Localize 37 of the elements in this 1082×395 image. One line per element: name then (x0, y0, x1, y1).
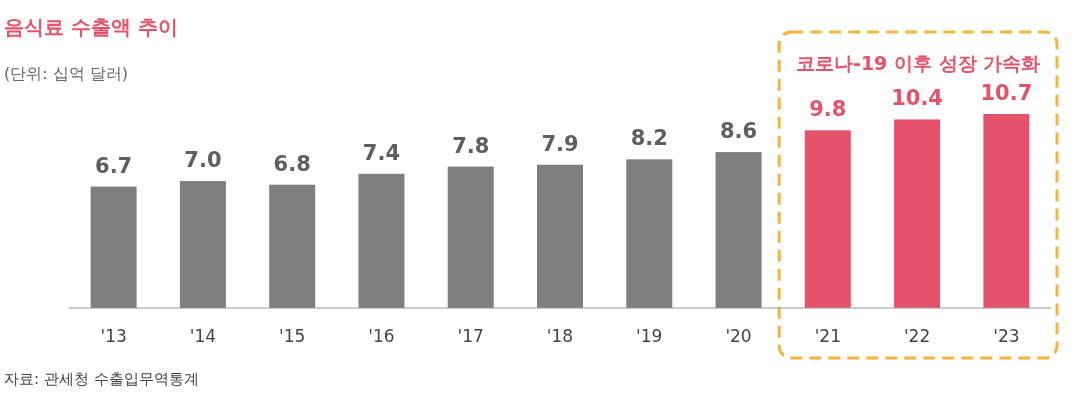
bar (804, 130, 851, 308)
data-label: 7.8 (452, 133, 490, 158)
data-label: 10.4 (891, 86, 943, 111)
bar (983, 114, 1030, 308)
chart-title: 음식료 수출액 추이 (4, 15, 178, 39)
data-label: 6.7 (95, 153, 133, 178)
text: 자료: 관세청 수출입무역통계 (4, 370, 199, 388)
x-tick-label: '19 (636, 326, 663, 346)
bar (269, 184, 316, 308)
x-tick-label: '23 (993, 326, 1020, 346)
bar (358, 173, 405, 308)
bar (894, 119, 941, 308)
bar (179, 181, 226, 308)
data-label: 8.2 (630, 126, 668, 151)
data-label: 8.6 (719, 119, 758, 144)
chart-subtitle: (단위: 십억 달러) (4, 64, 129, 83)
x-tick-label: '22 (903, 326, 931, 346)
x-tick-label: '14 (189, 326, 217, 346)
bar (447, 166, 494, 308)
bar (626, 159, 673, 308)
x-tick-label: '17 (457, 326, 484, 346)
x-tick-label: '13 (100, 326, 127, 346)
x-tick-label: '16 (368, 326, 395, 346)
data-label: 7.9 (541, 131, 579, 156)
bar (537, 164, 583, 308)
x-tick-label: '18 (546, 326, 574, 346)
text: 코로나-19 이후 성장 가속화 (796, 52, 1041, 74)
x-tick-label: '21 (814, 326, 841, 346)
data-label: 6.8 (273, 151, 311, 176)
bar (90, 186, 137, 308)
data-label: 7.0 (184, 148, 222, 173)
bar (715, 152, 762, 308)
data-label: 7.4 (362, 140, 401, 165)
data-label: 10.7 (980, 81, 1033, 105)
x-tick-label: '15 (279, 326, 306, 346)
data-label: 9.8 (809, 97, 847, 122)
x-tick-label: '20 (725, 326, 752, 346)
